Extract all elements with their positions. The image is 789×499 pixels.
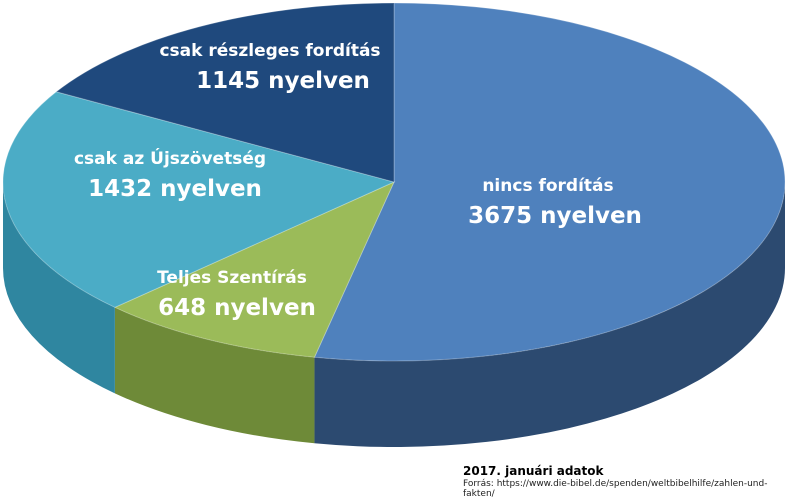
footer-title: 2017. januári adatok	[463, 464, 604, 478]
slice-csak-r-szleges-ford-t-s	[55, 2, 395, 183]
slice-label-ujszovetseg: csak az Újszövetség	[74, 147, 266, 169]
slice-side-csak-az-jsz-vets-g	[3, 182, 115, 394]
slice-value-nincs: 3675 nyelven	[468, 203, 642, 229]
slice-nincs-ford-t-s	[313, 2, 786, 362]
slice-label-reszleges: csak részleges fordítás	[159, 41, 380, 61]
slice-value-reszleges: 1145 nyelven	[196, 68, 370, 94]
slice-label-nincs: nincs fordítás	[482, 176, 613, 196]
slice-value-ujszovetseg: 1432 nyelven	[88, 176, 262, 202]
slice-label-teljes: Teljes Szentírás	[157, 268, 307, 288]
slice-side-teljes-szent-r-s	[114, 307, 315, 444]
footer-source: Forrás: https://www.die-bibel.de/spenden…	[463, 479, 768, 499]
slice-csak-az-jsz-vets-g	[2, 91, 396, 308]
slice-value-teljes: 648 nyelven	[158, 295, 316, 321]
slice-side-nincs-ford-t-s	[314, 182, 785, 447]
slice-teljes-szent-r-s	[113, 181, 396, 358]
footer: 2017. januári adatok Forrás: https://www…	[463, 464, 789, 499]
